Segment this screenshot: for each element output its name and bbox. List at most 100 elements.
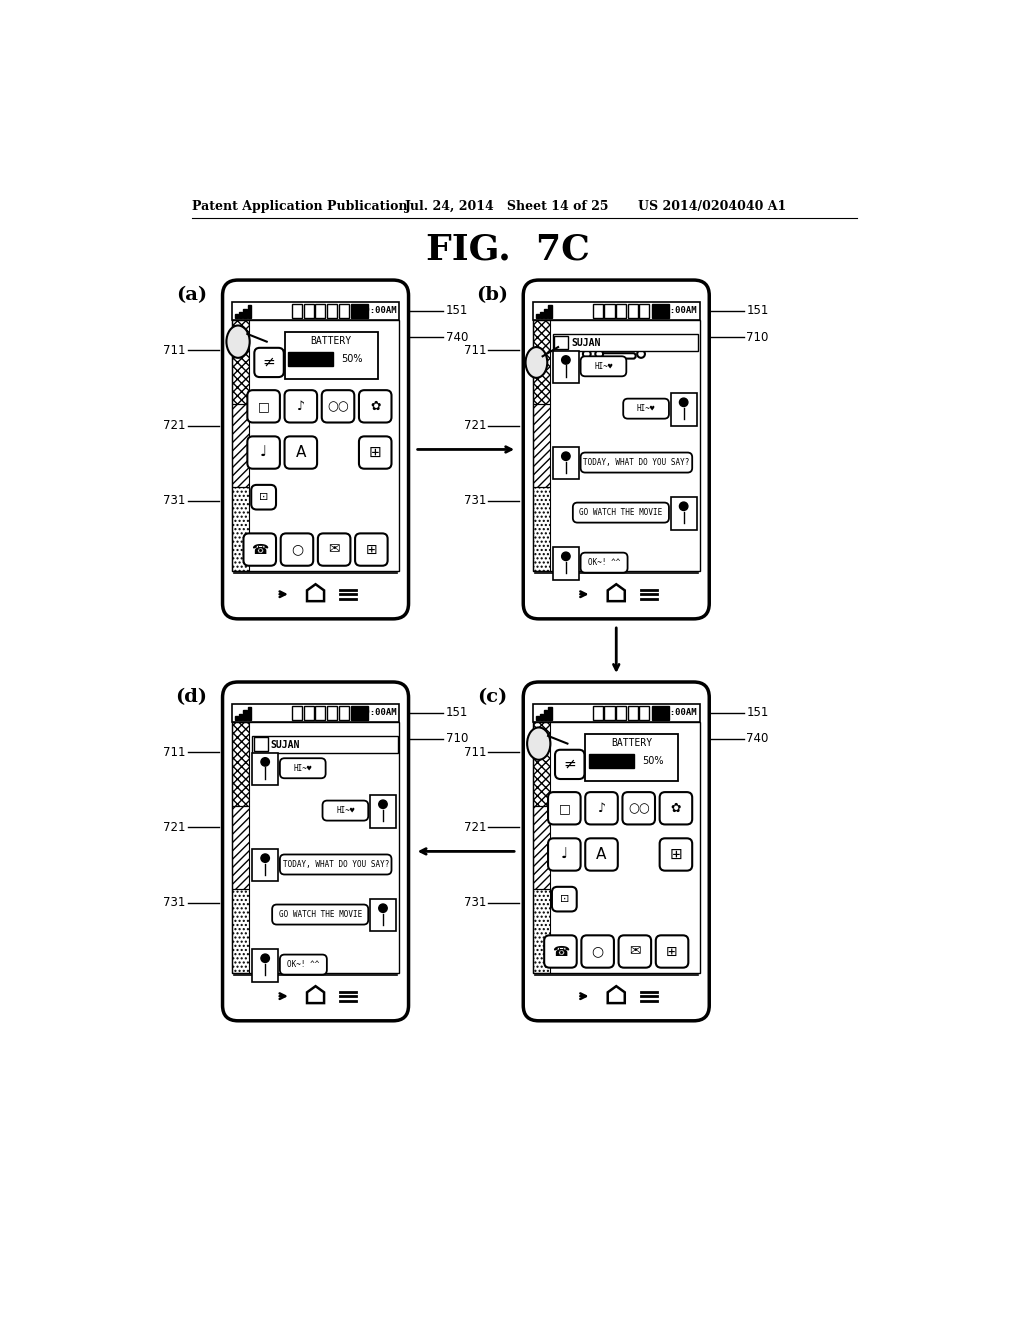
Text: A: A — [596, 847, 606, 862]
Circle shape — [379, 800, 387, 808]
Text: ✉: ✉ — [629, 945, 641, 958]
Text: BATTERY: BATTERY — [611, 738, 652, 748]
Circle shape — [337, 350, 344, 358]
Bar — [252, 849, 279, 882]
Text: ♪: ♪ — [598, 801, 605, 814]
Bar — [231, 722, 399, 973]
FancyBboxPatch shape — [281, 533, 313, 566]
FancyBboxPatch shape — [272, 904, 369, 924]
Text: Patent Application Publication: Patent Application Publication — [191, 201, 408, 214]
Bar — [244, 710, 247, 719]
FancyBboxPatch shape — [285, 437, 317, 469]
Bar — [252, 752, 279, 785]
Text: TODAY, WHAT DO YOU SAY?: TODAY, WHAT DO YOU SAY? — [283, 861, 389, 869]
Circle shape — [637, 350, 645, 358]
Text: 710: 710 — [746, 330, 769, 343]
Text: (c): (c) — [477, 688, 508, 706]
Circle shape — [261, 758, 269, 766]
FancyBboxPatch shape — [581, 553, 628, 573]
Text: 09:00AM: 09:00AM — [359, 709, 397, 717]
Bar — [651, 304, 669, 318]
Text: ⊡: ⊡ — [560, 894, 569, 904]
Text: 151: 151 — [445, 305, 468, 317]
Text: SUJAN: SUJAN — [270, 741, 300, 750]
FancyBboxPatch shape — [292, 304, 302, 318]
Bar — [536, 314, 539, 318]
Bar — [671, 393, 697, 425]
Text: 711: 711 — [163, 746, 185, 759]
FancyBboxPatch shape — [323, 800, 369, 821]
Text: 721: 721 — [464, 418, 486, 432]
FancyBboxPatch shape — [523, 280, 710, 619]
FancyBboxPatch shape — [280, 854, 391, 875]
Text: ♩: ♩ — [561, 847, 568, 862]
FancyBboxPatch shape — [280, 954, 327, 974]
Bar — [248, 305, 251, 318]
Ellipse shape — [525, 347, 547, 378]
FancyBboxPatch shape — [586, 838, 617, 871]
Text: ⊞: ⊞ — [667, 945, 678, 958]
Bar — [370, 795, 396, 828]
FancyBboxPatch shape — [222, 280, 409, 619]
Bar — [231, 487, 249, 572]
Text: 711: 711 — [464, 746, 486, 759]
FancyBboxPatch shape — [248, 437, 280, 469]
Bar — [589, 755, 634, 768]
Text: ≠: ≠ — [563, 756, 577, 772]
Bar — [536, 715, 539, 719]
Text: 731: 731 — [163, 896, 185, 909]
Text: OK~! ^^: OK~! ^^ — [287, 960, 319, 969]
Bar — [240, 312, 243, 318]
FancyBboxPatch shape — [244, 533, 276, 566]
Circle shape — [680, 399, 688, 407]
Circle shape — [680, 502, 688, 511]
Bar — [254, 738, 267, 751]
Bar — [231, 302, 399, 321]
FancyBboxPatch shape — [280, 758, 326, 779]
FancyBboxPatch shape — [285, 391, 317, 422]
Ellipse shape — [527, 727, 550, 760]
Text: 740: 740 — [746, 733, 769, 746]
Bar — [553, 548, 579, 579]
Bar — [289, 352, 334, 367]
FancyBboxPatch shape — [359, 391, 391, 422]
Text: (b): (b) — [476, 286, 508, 304]
Text: ○: ○ — [291, 543, 303, 557]
Text: 731: 731 — [464, 494, 486, 507]
FancyBboxPatch shape — [359, 437, 391, 469]
Text: ≠: ≠ — [263, 355, 275, 370]
FancyBboxPatch shape — [581, 356, 627, 376]
Bar — [532, 302, 700, 321]
FancyBboxPatch shape — [639, 304, 649, 318]
FancyBboxPatch shape — [597, 354, 636, 359]
Bar — [553, 351, 579, 383]
Text: 731: 731 — [163, 494, 185, 507]
Text: (d): (d) — [175, 688, 207, 706]
FancyBboxPatch shape — [355, 533, 388, 566]
Bar — [252, 949, 279, 982]
Bar — [351, 706, 368, 719]
Bar — [248, 708, 251, 719]
FancyBboxPatch shape — [582, 936, 614, 968]
FancyBboxPatch shape — [659, 838, 692, 871]
FancyBboxPatch shape — [593, 304, 603, 318]
Bar — [532, 404, 550, 487]
Text: 731: 731 — [464, 896, 486, 909]
Text: (a): (a) — [176, 286, 207, 304]
Bar — [532, 704, 700, 722]
Bar — [651, 706, 669, 719]
Bar — [549, 708, 552, 719]
Bar — [231, 404, 249, 487]
Bar — [544, 710, 547, 719]
Bar — [540, 714, 543, 719]
Text: ♪: ♪ — [297, 400, 305, 413]
Bar — [231, 321, 249, 404]
Text: TODAY, WHAT DO YOU SAY?: TODAY, WHAT DO YOU SAY? — [584, 458, 689, 467]
Text: 151: 151 — [445, 706, 468, 719]
Bar — [553, 447, 579, 479]
Text: Jul. 24, 2014   Sheet 14 of 25: Jul. 24, 2014 Sheet 14 of 25 — [404, 201, 609, 214]
Text: 710: 710 — [445, 733, 468, 746]
FancyBboxPatch shape — [304, 706, 313, 719]
Text: BATTERY: BATTERY — [310, 335, 351, 346]
Circle shape — [583, 350, 591, 358]
